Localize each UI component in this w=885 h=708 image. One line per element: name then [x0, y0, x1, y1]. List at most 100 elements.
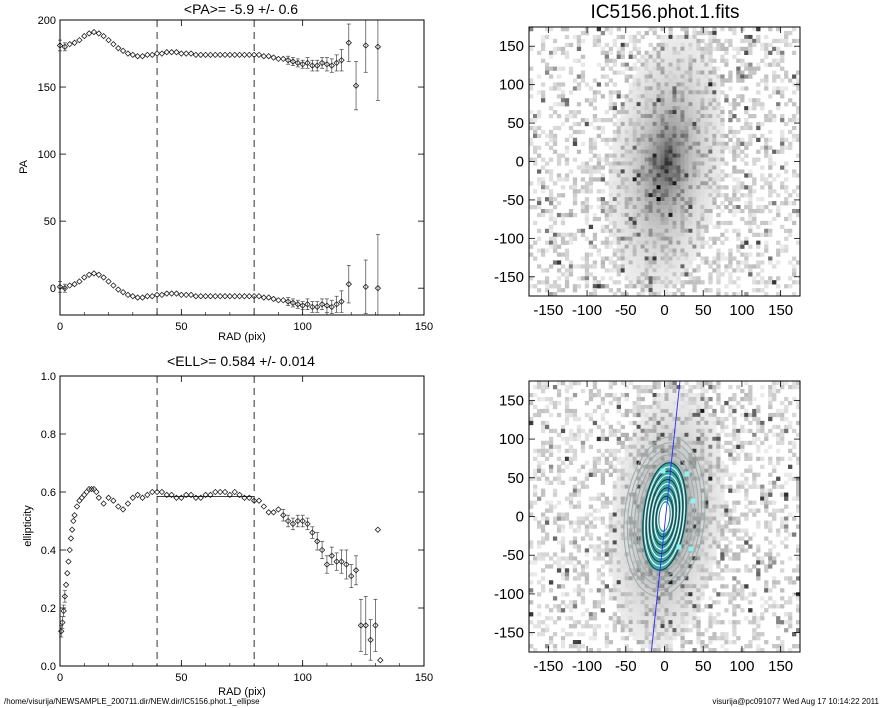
- pa-point: [323, 302, 331, 309]
- img2-xtick-label: 50: [695, 658, 712, 675]
- ell-ytick-label: 0.2: [41, 603, 56, 615]
- pa-ylabel: PA: [18, 159, 30, 174]
- pa-point: [187, 50, 195, 57]
- ell-point: [78, 494, 86, 501]
- pa-point: [153, 50, 161, 57]
- ell-xtick-label: 100: [293, 672, 311, 684]
- pa-point: [124, 291, 132, 299]
- ell-point: [299, 517, 306, 525]
- pa-series-0: [56, 19, 382, 111]
- img2-major-axis-line: [650, 380, 681, 653]
- pa-point: [314, 303, 321, 311]
- ell-series-0: [58, 485, 379, 661]
- pa-point: [226, 51, 234, 59]
- img1-ytick-label: -150: [494, 269, 524, 286]
- pa-point: [61, 43, 69, 50]
- img2-xtick-label: 0: [660, 658, 668, 675]
- ell-point: [352, 567, 360, 574]
- pa-point: [284, 57, 292, 64]
- pa-series-1: [56, 234, 382, 316]
- img2-contour-outer: [623, 436, 706, 597]
- ell-point: [71, 512, 78, 519]
- ell-title: <ELL>= 0.584 +/- 0.014: [167, 353, 315, 369]
- pa-point: [144, 293, 151, 300]
- pa-point: [173, 290, 180, 297]
- img2-isophote-ring: [644, 466, 685, 567]
- pa-point: [183, 50, 190, 57]
- pa-point: [124, 50, 132, 57]
- pa-point: [163, 49, 170, 56]
- pa-point: [144, 51, 151, 59]
- pa-point: [119, 289, 127, 296]
- pa-point: [71, 280, 78, 288]
- pa-point: [85, 30, 93, 37]
- ell-point: [231, 488, 238, 496]
- pa-point: [90, 270, 98, 277]
- ell-point: [348, 572, 355, 580]
- pa-point: [158, 50, 166, 57]
- ell-point: [59, 619, 66, 626]
- img2-cyan-mask: [660, 468, 666, 474]
- ell-point: [95, 494, 102, 501]
- img2-pixels: [529, 381, 801, 653]
- ell-point: [153, 488, 161, 496]
- pa-point: [197, 51, 204, 59]
- ell-point: [212, 488, 219, 496]
- pa-point: [374, 43, 382, 50]
- img1-pixels: [529, 27, 801, 297]
- pa-point: [250, 293, 258, 300]
- pa-xtick-label: 50: [175, 321, 187, 333]
- image-panel-raw: IC5156.phot.1.fits -150 -100 -50 0 50 100 150 -…: [494, 2, 801, 319]
- ell-point: [236, 491, 243, 499]
- pa-point: [270, 54, 277, 61]
- pa-point: [255, 293, 263, 300]
- pa-point: [216, 51, 224, 59]
- pa-point: [345, 280, 352, 288]
- pa-ytick-label: 150: [38, 82, 56, 94]
- ell-point: [124, 500, 132, 507]
- pa-point: [76, 36, 83, 44]
- ell-point: [309, 529, 316, 536]
- ell-ytick-label: 0.8: [41, 429, 56, 441]
- pa-point: [66, 40, 73, 48]
- ell-point: [314, 538, 321, 545]
- img2-ytick-label: 150: [499, 392, 524, 409]
- pa-point: [231, 293, 238, 300]
- ell-point: [64, 570, 71, 577]
- ell-ylabel: ellipticity: [22, 505, 34, 547]
- ell-point: [304, 520, 311, 528]
- pa-point: [231, 51, 238, 59]
- pa-point: [284, 298, 292, 305]
- pa-point: [333, 59, 340, 67]
- pa-point: [105, 278, 112, 285]
- pa-point: [270, 295, 277, 303]
- ell-point: [85, 485, 93, 493]
- pa-point: [275, 297, 282, 304]
- pa-point: [212, 51, 219, 59]
- pa-point: [226, 293, 234, 300]
- pa-point: [192, 293, 200, 300]
- pa-point: [207, 51, 214, 59]
- ell-point: [333, 558, 340, 565]
- image-title: IC5156.phot.1.fits: [591, 2, 740, 23]
- pa-point: [71, 39, 78, 46]
- pa-point: [314, 62, 321, 69]
- ell-point: [318, 546, 326, 554]
- pa-point: [250, 51, 258, 59]
- ell-point: [207, 491, 214, 499]
- ell-point: [374, 526, 382, 533]
- ell-point: [260, 503, 268, 510]
- ell-point: [76, 497, 83, 504]
- pa-point: [115, 44, 122, 52]
- ell-point: [119, 506, 127, 513]
- pa-point: [299, 61, 306, 68]
- img1-xtick-label: -50: [615, 302, 637, 319]
- pa-point: [216, 293, 224, 300]
- pa-point: [260, 294, 268, 301]
- ell-point: [144, 491, 151, 499]
- pa-point: [149, 293, 156, 300]
- img2-ytick-label: -50: [502, 547, 524, 564]
- img1-xtick-label: 150: [768, 302, 793, 319]
- ell-point: [139, 494, 146, 501]
- pa-point: [81, 32, 88, 40]
